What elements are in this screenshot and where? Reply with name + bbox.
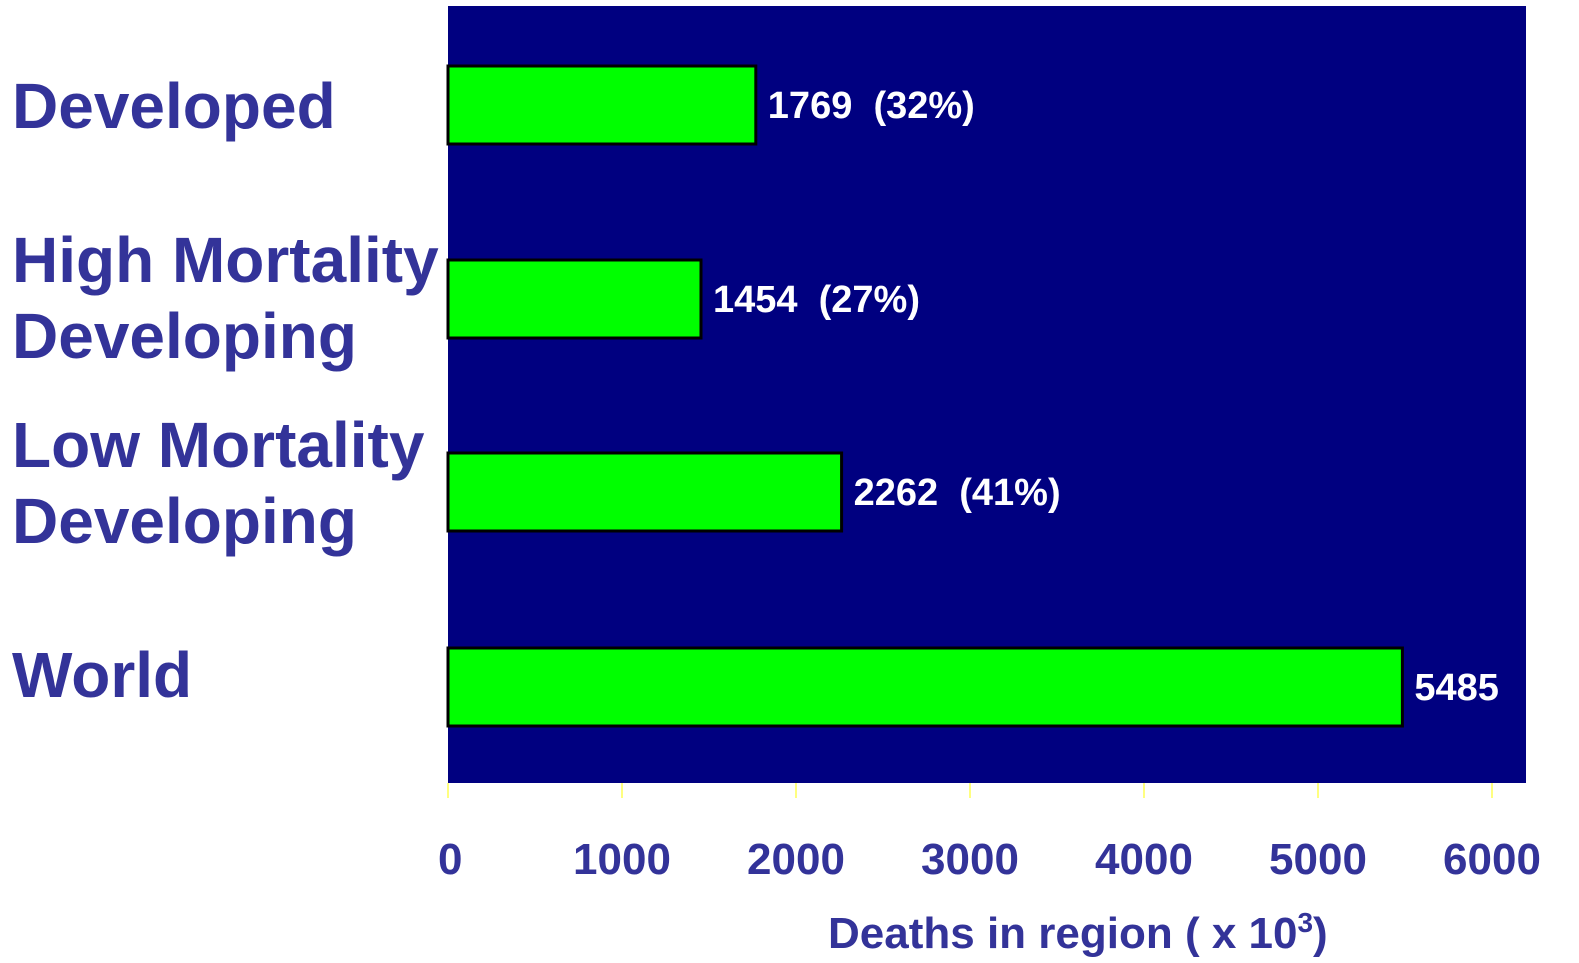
x-axis-title-text: Deaths in region ( x 10 xyxy=(828,909,1297,958)
bar xyxy=(446,64,758,146)
bar-value-label: 5485 xyxy=(1414,667,1499,709)
x-axis-ticks-group xyxy=(447,783,1493,798)
bar-value-label: 1454 (27%) xyxy=(713,279,920,321)
category-label: High Mortality xyxy=(12,224,439,296)
x-tick-label: 0 xyxy=(438,835,462,884)
value-labels-group: 1769 (32%) 1454 (27%) 2262 (41%) 5485 xyxy=(713,85,1499,709)
x-axis-tick-labels-group: 0 1000 2000 3000 4000 5000 6000 xyxy=(438,835,1541,884)
category-label: Developed xyxy=(12,70,336,142)
category-label: Developing xyxy=(12,485,357,557)
x-tick-label: 5000 xyxy=(1269,835,1367,884)
bar-value-label: 2262 (41%) xyxy=(854,472,1061,514)
bar xyxy=(446,451,844,533)
x-tick-label: 3000 xyxy=(921,835,1019,884)
x-tick-label: 2000 xyxy=(747,835,845,884)
x-tick-label: 6000 xyxy=(1443,835,1541,884)
x-axis-title-superscript: 3 xyxy=(1297,907,1313,938)
x-tick-label: 4000 xyxy=(1095,835,1193,884)
category-label: Low Mortality xyxy=(12,409,425,481)
x-axis-title-suffix: ) xyxy=(1313,909,1328,958)
bar-value-label: 1769 (32%) xyxy=(768,85,975,127)
x-tick-label: 1000 xyxy=(573,835,671,884)
category-label: Developing xyxy=(12,300,357,372)
x-axis-title: Deaths in region ( x 103) xyxy=(828,907,1328,958)
bars-group xyxy=(446,64,1404,728)
bar xyxy=(446,646,1404,728)
bar xyxy=(446,258,703,340)
category-label: World xyxy=(12,639,192,711)
